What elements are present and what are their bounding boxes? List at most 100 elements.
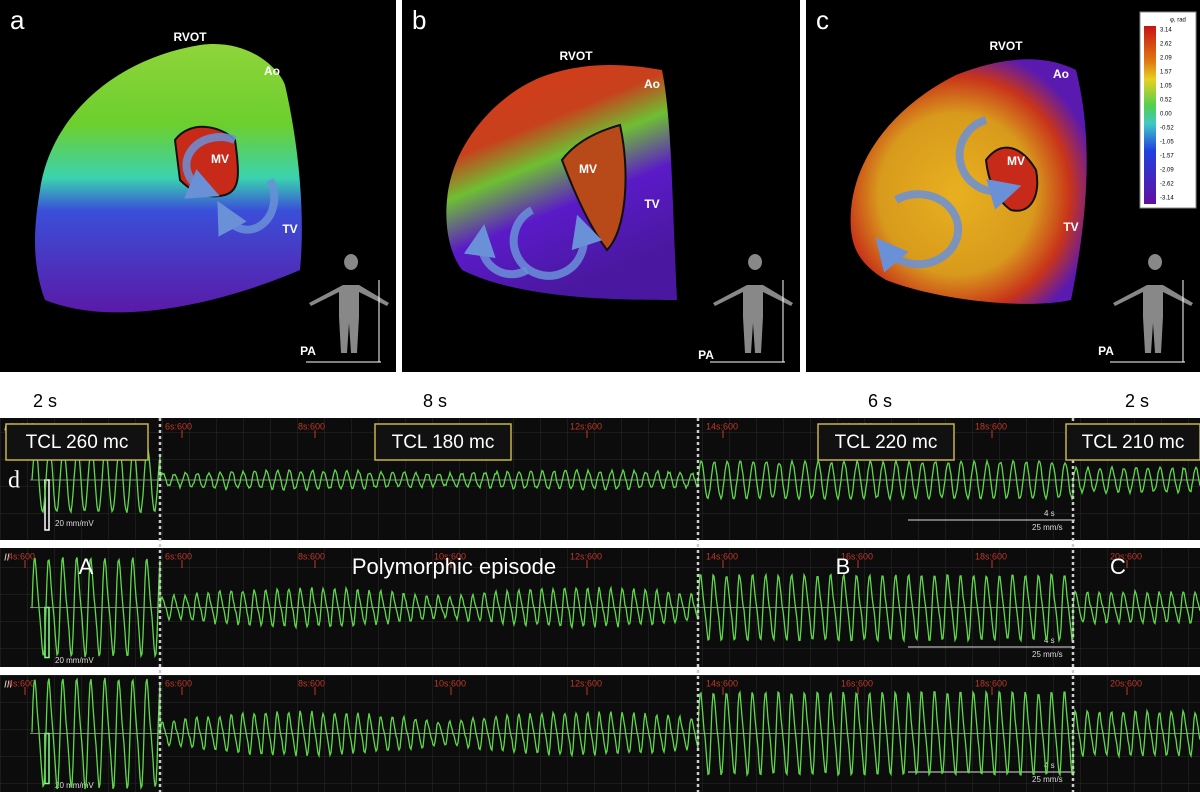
colorbar-tick: 2.62 [1160, 42, 1172, 48]
panel-letter: b [412, 5, 426, 35]
rotation-arrow [875, 190, 963, 273]
ao-label: Ao [1053, 67, 1069, 81]
colorbar-tick: -1.57 [1160, 154, 1174, 160]
colorbar-scale [1144, 26, 1156, 204]
panels: a RVOT Ao MV TV PA b RVOT Ao MV TV PA c RVOT Ao MV TV PA φ… [0, 0, 1200, 372]
colorbar-tick: -2.62 [1160, 182, 1174, 188]
rvot-label: RVOT [989, 39, 1023, 53]
axes-icon [710, 280, 785, 363]
scale-speed: 25 mm/s [1032, 775, 1063, 784]
tcl-label: TCL 260 mc [26, 432, 129, 453]
colorbar-tick: -0.52 [1160, 126, 1174, 132]
lead-name: II [4, 553, 10, 564]
duration-label: 2 s [1125, 391, 1149, 411]
colorbar-tick: 0.00 [1160, 112, 1172, 118]
colorbar-tick: -2.09 [1160, 168, 1174, 174]
scale-speed: 25 mm/s [1032, 650, 1063, 659]
time-label: 12s:600 [570, 678, 602, 688]
ao-label: Ao [644, 77, 660, 91]
time-label: 4s:600 [8, 678, 35, 688]
ecg-trace [31, 445, 1200, 515]
tv-label: TV [282, 222, 297, 236]
gain-label: 20 mm/mV [55, 781, 94, 790]
gain-label: 20 mm/mV [55, 519, 94, 528]
rotation-arrow [955, 116, 1022, 210]
mv-label: MV [579, 162, 597, 176]
rotation-arrow [182, 133, 237, 199]
body-figure [309, 254, 389, 353]
mv-label: MV [1007, 154, 1025, 168]
pa-label: PA [698, 348, 714, 362]
time-label: 12s:600 [570, 421, 602, 431]
time-label: 6s:600 [165, 421, 192, 431]
rvot-label: RVOT [559, 49, 593, 63]
colorbar-tick: 3.14 [1160, 28, 1172, 34]
time-label: 20s:600 [1110, 551, 1142, 561]
rotation-arrow [217, 178, 279, 237]
ecg-trace [31, 677, 1200, 791]
mv-label: MV [211, 152, 229, 166]
colorbar-title: φ, rad [1170, 18, 1186, 24]
panel-letter: c [816, 5, 829, 35]
time-label: 4s:600 [8, 551, 35, 561]
rotation-arrow [463, 224, 530, 279]
heart-surface [446, 65, 677, 300]
pa-label: PA [300, 344, 316, 358]
colorbar-tick: 2.09 [1160, 56, 1172, 62]
tcl-box [1065, 423, 1200, 461]
calibration-pulse [44, 479, 50, 531]
axes-icon [1110, 280, 1185, 363]
body-figure [713, 254, 793, 353]
time-label: 10s:600 [434, 551, 466, 561]
panel-letter: d [8, 468, 20, 494]
valve-opening [560, 123, 627, 252]
tv-label: TV [1063, 220, 1078, 234]
time-label: 8s:600 [298, 678, 325, 688]
map-panel: a RVOT Ao MV TV PA [0, 0, 396, 372]
time-label: 6s:600 [165, 551, 192, 561]
ao-label: Ao [264, 64, 280, 78]
time-label: 14s:600 [706, 421, 738, 431]
ecg: 2 s8 s6 s2 sI4s:6006s:6008s:60012s:60014… [0, 391, 1200, 792]
tcl-box [5, 423, 149, 461]
colorbar-tick: -3.14 [1160, 196, 1174, 202]
rvot-label: RVOT [173, 30, 207, 44]
scale-time: 4 s [1044, 509, 1055, 518]
ecg-trace [31, 556, 1200, 659]
time-label: 14s:600 [706, 551, 738, 561]
tv-label: TV [644, 197, 659, 211]
time-label: 18s:600 [975, 551, 1007, 561]
pa-label: PA [1098, 344, 1114, 358]
time-label: 16s:600 [841, 678, 873, 688]
tcl-label: TCL 180 mc [392, 432, 495, 453]
time-label: 20s:600 [1110, 678, 1142, 688]
time-label: 6s:600 [165, 678, 192, 688]
duration-label: 6 s [868, 391, 892, 411]
colorbar-tick: 0.52 [1160, 98, 1172, 104]
time-label: 10s:600 [434, 678, 466, 688]
episode-label: C [1110, 554, 1126, 579]
axes-icon [306, 280, 381, 363]
rotation-arrow [509, 206, 603, 280]
episode-label: B [836, 554, 851, 579]
tcl-box [817, 423, 955, 461]
strip-grid [0, 418, 1200, 540]
time-label: 18s:600 [975, 421, 1007, 431]
time-label: 8s:600 [298, 421, 325, 431]
heart-surface [35, 44, 302, 313]
time-label: 16s:600 [841, 551, 873, 561]
scale-time: 4 s [1044, 636, 1055, 645]
tcl-label: TCL 220 mc [835, 432, 938, 453]
map-panel: b RVOT Ao MV TV PA [402, 0, 800, 372]
panel-letter: a [10, 5, 25, 35]
map-panel: c RVOT Ao MV TV PA [806, 0, 1200, 372]
episode-label: A [79, 554, 94, 579]
time-label: 14s:600 [706, 678, 738, 688]
time-label: 8s:600 [298, 551, 325, 561]
tcl-label: TCL 210 mc [1082, 432, 1185, 453]
colorbar-tick: 1.05 [1160, 84, 1172, 90]
time-label: 12s:600 [570, 551, 602, 561]
duration-label: 2 s [33, 391, 57, 411]
colorbar-tick: -1.05 [1160, 140, 1174, 146]
